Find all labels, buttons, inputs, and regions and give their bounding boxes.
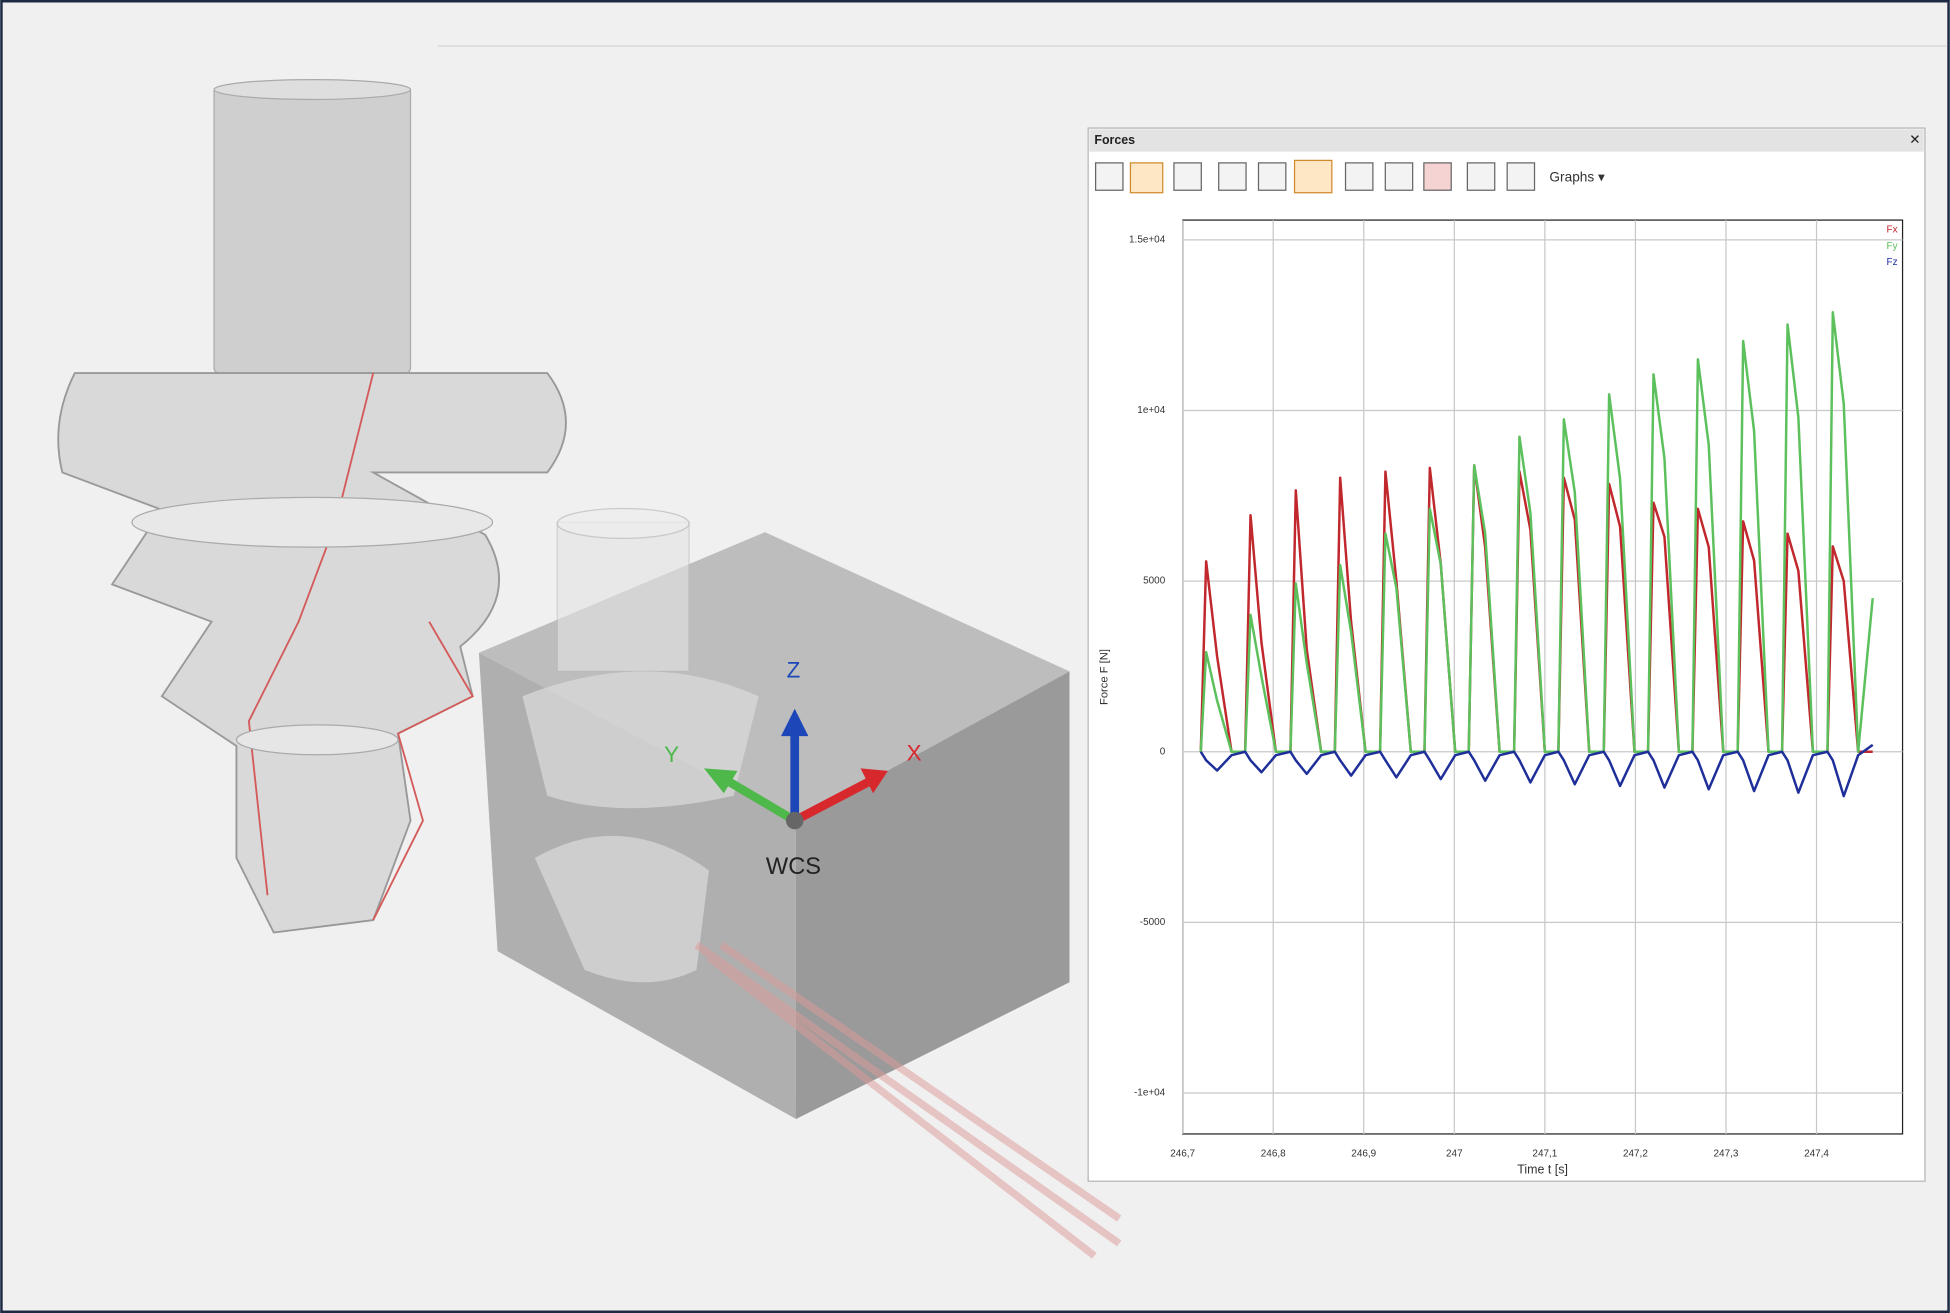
x-tick-label: 247,3 bbox=[1714, 1148, 1739, 1159]
tool-button[interactable] bbox=[1129, 162, 1164, 194]
x-axis-label: Time t [s] bbox=[1517, 1162, 1568, 1176]
axis-label-x: X bbox=[907, 741, 922, 766]
tool-button[interactable] bbox=[1257, 162, 1287, 191]
x-tick-label: 246,7 bbox=[1170, 1148, 1195, 1159]
toolbar bbox=[1094, 159, 1536, 194]
chart: 1.5e+04 1e+04 5000 0 -5000 -1e+04 246,7 246,8 24… bbox=[1098, 220, 1903, 1176]
tool-button[interactable] bbox=[1384, 162, 1414, 191]
series-line bbox=[1199, 310, 1874, 753]
legend-entry: Fz bbox=[1887, 257, 1898, 268]
y-tick-label: 1.5e+04 bbox=[1129, 234, 1166, 245]
legend-entry: Fx bbox=[1887, 225, 1898, 236]
close-button[interactable]: ✕ bbox=[1909, 132, 1920, 147]
axis-triad bbox=[703, 708, 888, 830]
x-tick-label: 247 bbox=[1446, 1148, 1463, 1159]
legend-entry: Fy bbox=[1887, 241, 1898, 252]
axis-label-y: Y bbox=[664, 742, 679, 767]
plot-area bbox=[1182, 219, 1904, 1135]
axis-label-z: Z bbox=[787, 657, 801, 682]
x-tick-label: 246,8 bbox=[1261, 1148, 1286, 1159]
x-tick-label: 247,4 bbox=[1804, 1148, 1829, 1159]
tool-button[interactable] bbox=[1218, 162, 1247, 191]
y-tick-label: -5000 bbox=[1140, 917, 1166, 928]
x-tick-label: 246,9 bbox=[1351, 1148, 1376, 1159]
tool-model bbox=[57, 78, 567, 934]
y-tick-label: 1e+04 bbox=[1137, 405, 1165, 416]
tool-button[interactable] bbox=[1094, 162, 1124, 191]
tool-button[interactable] bbox=[1344, 162, 1374, 191]
panel-title: Forces bbox=[1094, 133, 1135, 147]
tool-button[interactable] bbox=[1466, 162, 1496, 191]
tool-button[interactable] bbox=[1423, 162, 1452, 191]
wcs-label: WCS bbox=[766, 854, 821, 880]
series-line bbox=[1199, 743, 1874, 798]
y-tick-label: 5000 bbox=[1143, 576, 1166, 587]
tool-button[interactable] bbox=[1506, 162, 1536, 191]
y-axis-label: Force F [N] bbox=[1098, 649, 1110, 705]
y-tick-label: -1e+04 bbox=[1134, 1088, 1166, 1099]
x-tick-label: 247,1 bbox=[1532, 1148, 1557, 1159]
tool-button[interactable] bbox=[1173, 162, 1202, 191]
y-tick-label: 0 bbox=[1160, 746, 1166, 757]
graphs-menu[interactable]: Graphs ▾ bbox=[1549, 169, 1605, 184]
x-tick-label: 247,2 bbox=[1623, 1148, 1648, 1159]
tool-button[interactable] bbox=[1293, 159, 1333, 194]
